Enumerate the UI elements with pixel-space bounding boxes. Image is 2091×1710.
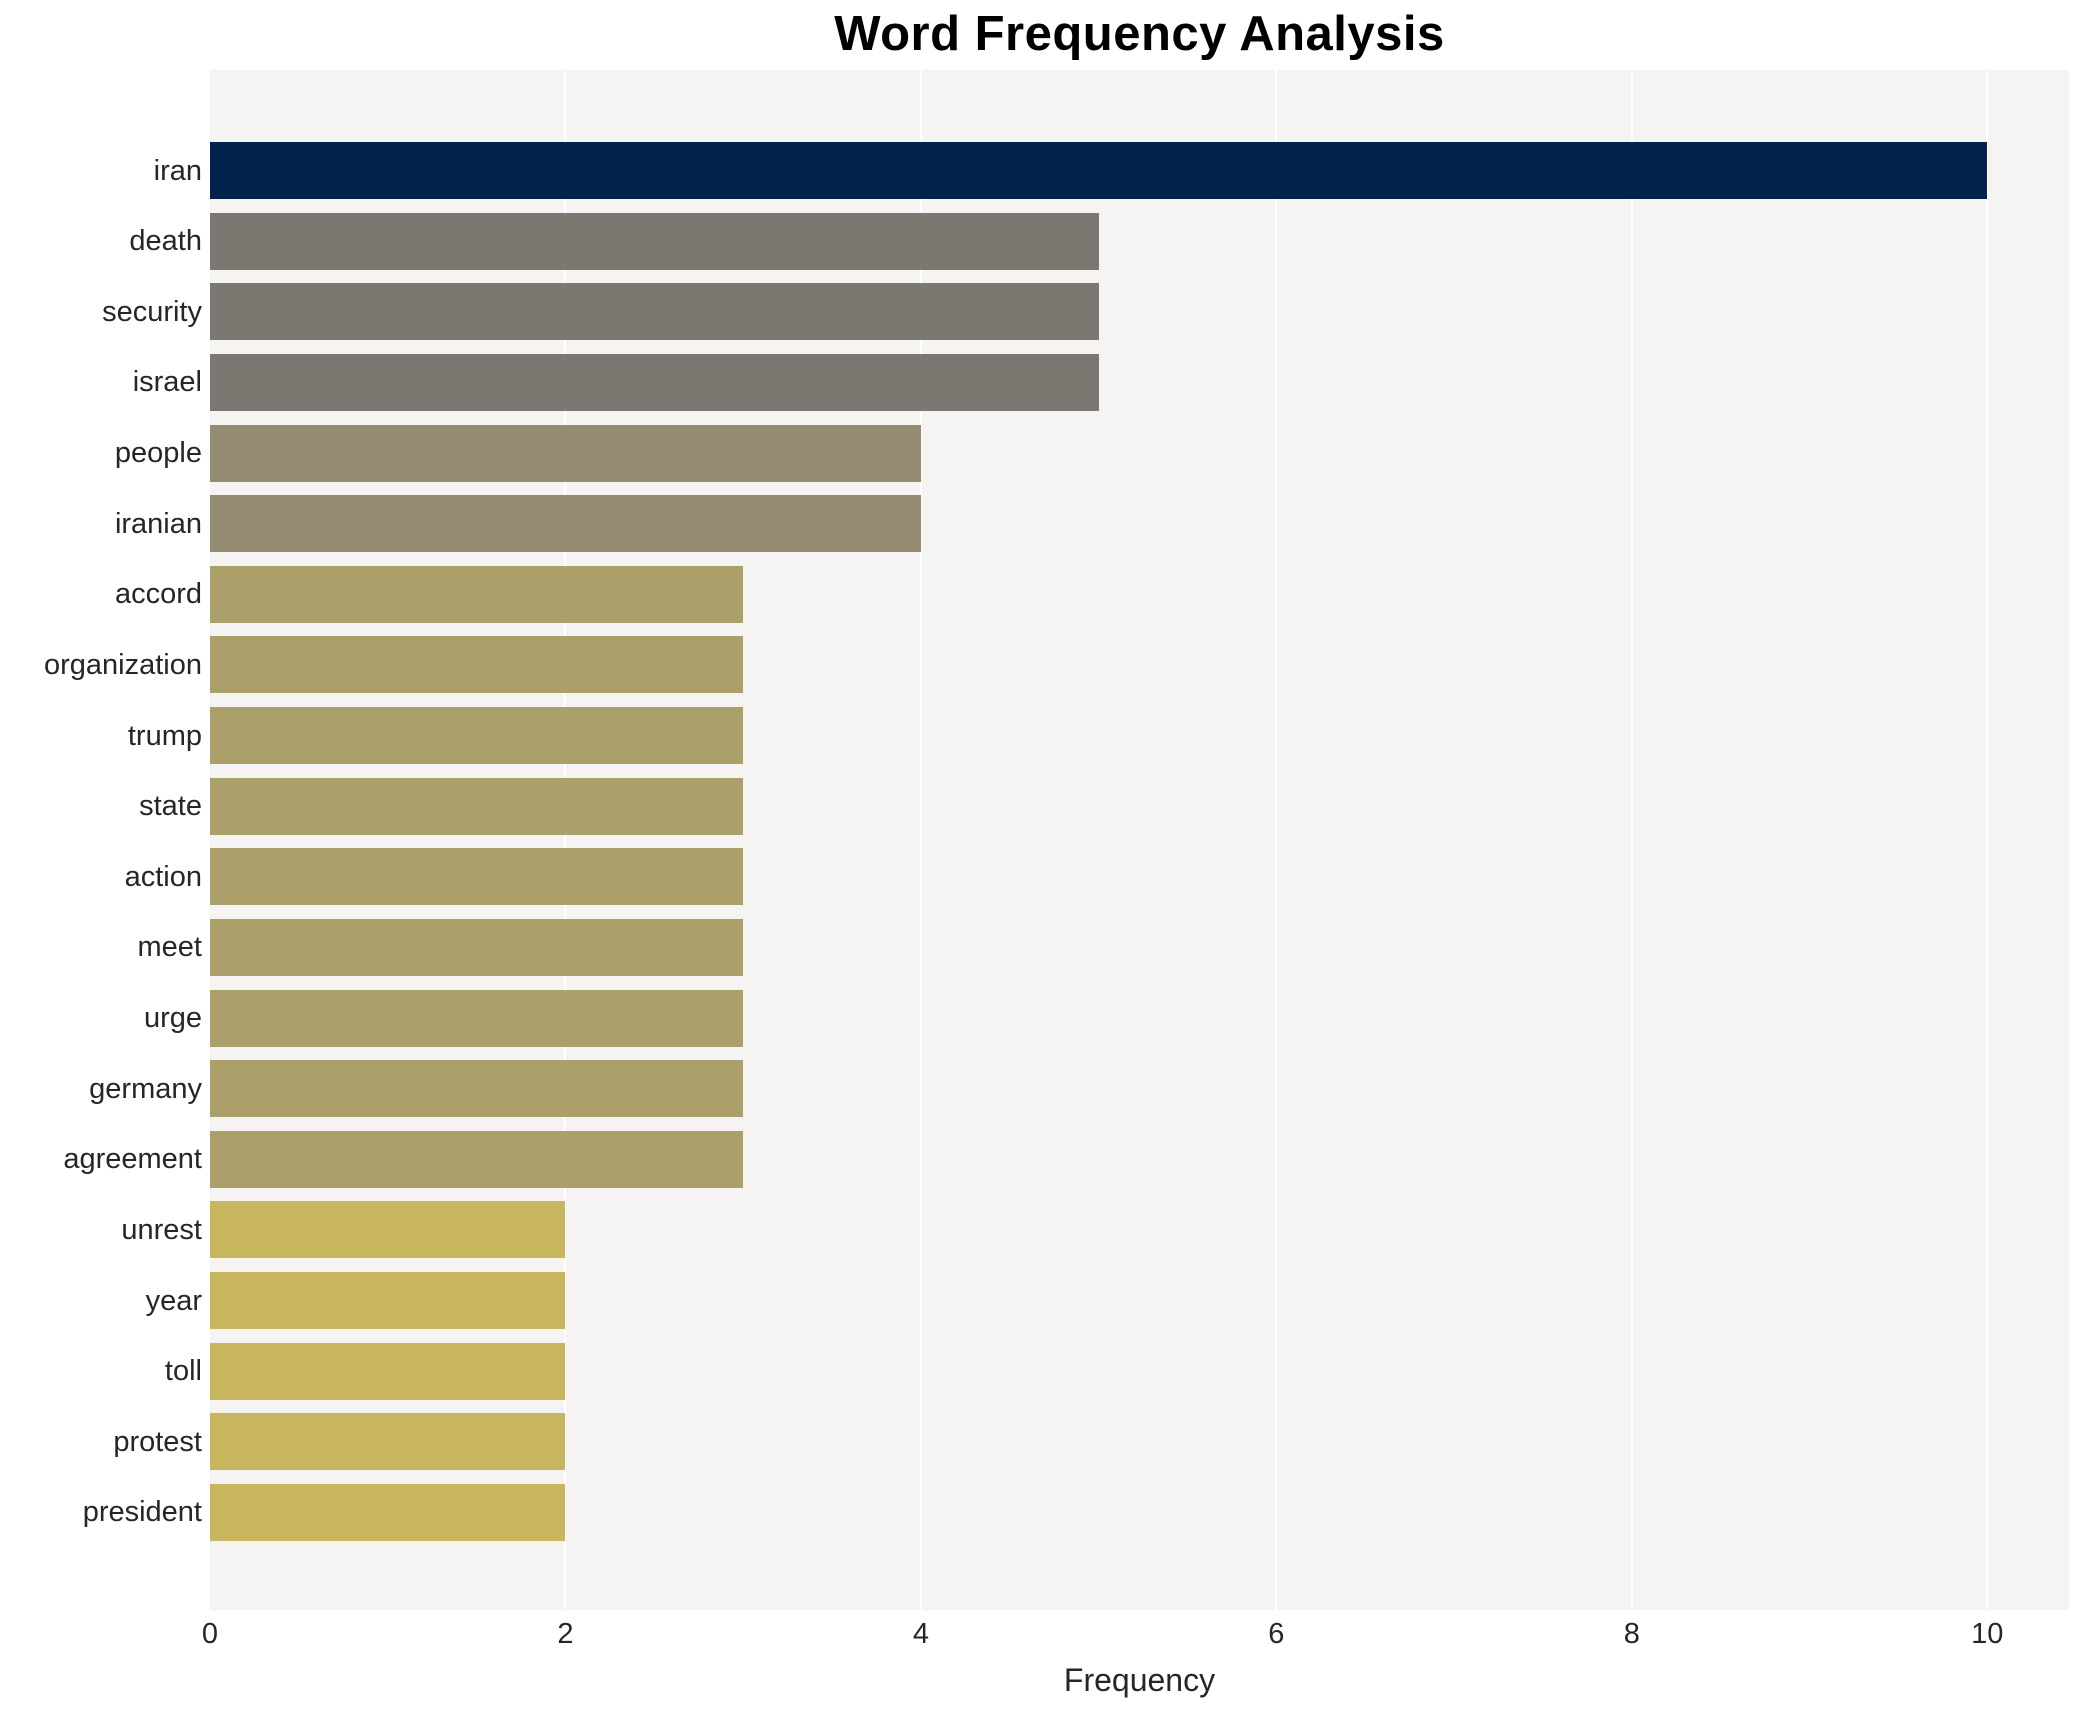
y-label-president: president bbox=[82, 1496, 202, 1529]
y-label-unrest: unrest bbox=[121, 1213, 202, 1246]
bar-death bbox=[210, 212, 1099, 270]
gridline-x-8 bbox=[1630, 70, 1633, 1610]
y-label-death: death bbox=[129, 225, 202, 258]
gridline-x-4 bbox=[919, 70, 922, 1610]
bar-germany bbox=[210, 1060, 744, 1118]
y-label-people: people bbox=[114, 437, 202, 470]
y-label-action: action bbox=[124, 860, 202, 893]
gridline-x-10 bbox=[1986, 70, 1989, 1610]
bar-agreement bbox=[210, 1130, 744, 1188]
x-axis-ticks: 0 2 4 6 8 10 bbox=[202, 1618, 2069, 1658]
y-label-toll: toll bbox=[164, 1355, 202, 1388]
bar-toll bbox=[210, 1342, 566, 1400]
bar-iran bbox=[210, 142, 1988, 199]
bar-israel bbox=[210, 353, 1099, 411]
x-axis-label: Frequency bbox=[1063, 1662, 1216, 1698]
bar-urge bbox=[210, 989, 744, 1047]
bar-protest bbox=[210, 1413, 566, 1471]
x-tick-label-2: 2 bbox=[557, 1618, 574, 1650]
x-tick-label-4: 4 bbox=[912, 1618, 929, 1650]
gridline-x-2 bbox=[564, 70, 567, 1610]
y-label-accord: accord bbox=[114, 578, 202, 611]
bar-unrest bbox=[210, 1201, 566, 1259]
bar-president bbox=[210, 1483, 566, 1541]
y-axis-labels: iran death security israel people iranian acco… bbox=[0, 70, 202, 1610]
y-label-urge: urge bbox=[143, 1002, 202, 1035]
x-tick-label-10: 10 bbox=[1971, 1618, 2004, 1650]
x-tick-label-8: 8 bbox=[1623, 1618, 1640, 1650]
bar-meet bbox=[210, 918, 744, 976]
y-label-germany: germany bbox=[89, 1072, 202, 1105]
y-label-year: year bbox=[145, 1284, 202, 1317]
y-label-state: state bbox=[139, 790, 202, 823]
bar-accord bbox=[210, 565, 744, 623]
y-label-agreement: agreement bbox=[63, 1143, 202, 1176]
y-label-israel: israel bbox=[132, 366, 202, 399]
bar-state bbox=[210, 777, 744, 835]
bar-iranian bbox=[210, 495, 921, 553]
y-label-iranian: iranian bbox=[114, 507, 202, 540]
y-label-iran: iran bbox=[153, 154, 202, 187]
bar-year bbox=[210, 1272, 566, 1330]
y-label-meet: meet bbox=[137, 931, 202, 964]
y-label-security: security bbox=[102, 295, 202, 328]
y-label-protest: protest bbox=[113, 1425, 202, 1458]
gridline-x-6 bbox=[1275, 70, 1278, 1610]
x-tick-label-0: 0 bbox=[201, 1618, 219, 1650]
x-tick-label-6: 6 bbox=[1268, 1618, 1285, 1650]
y-label-trump: trump bbox=[127, 719, 202, 752]
chart-title: Word Frequency Analysis bbox=[834, 7, 1445, 61]
bar-security bbox=[210, 283, 1099, 341]
y-label-organization: organization bbox=[44, 648, 202, 681]
bar-people bbox=[210, 424, 921, 482]
bar-organization bbox=[210, 636, 744, 694]
bar-trump bbox=[210, 707, 744, 765]
plot-area bbox=[210, 70, 2069, 1610]
bar-action bbox=[210, 848, 744, 906]
